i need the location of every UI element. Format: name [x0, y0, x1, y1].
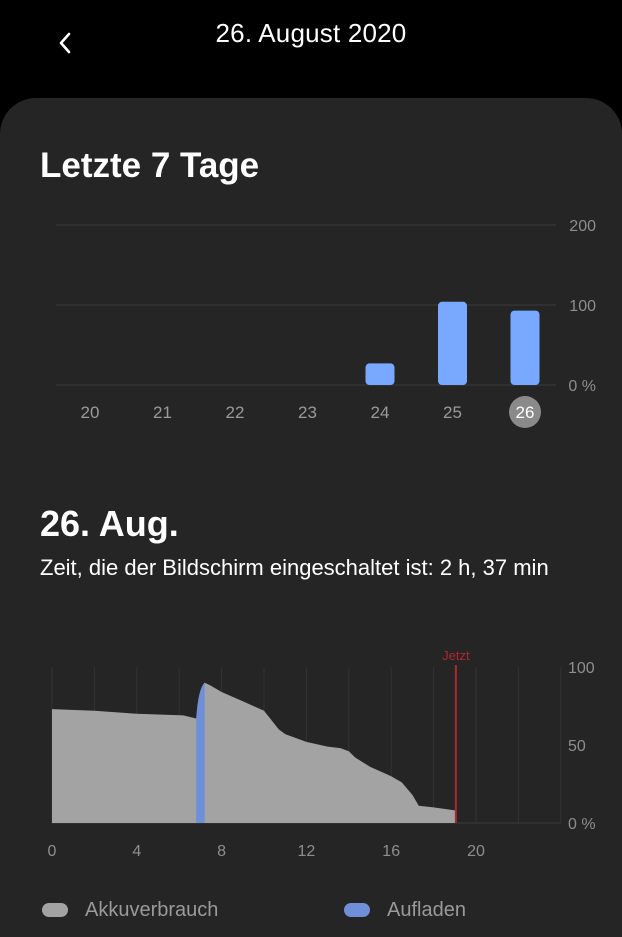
weekly-x-tick-label: 20 [81, 403, 100, 422]
daily-x-tick-label: 4 [132, 843, 141, 860]
legend-item-akkuverbrauch: Akkuverbrauch [42, 896, 218, 924]
daily-section-title: 26. Aug. [40, 503, 179, 544]
weekly-x-tick-label: 25 [443, 403, 462, 422]
weekly-x-tick-label: 26 [516, 403, 535, 422]
daily-y-tick-label: 0 % [568, 816, 596, 833]
weekly-y-tick-label: 0 % [568, 378, 596, 395]
weekly-bar-chart: 200 100 0 % 20 21 22 23 24 25 26 [56, 218, 596, 428]
daily-x-tick-label: 12 [298, 843, 316, 860]
daily-x-tick-label: 0 [48, 843, 57, 860]
weekly-bar [438, 301, 467, 385]
selected-day-highlight [509, 396, 541, 428]
legend-item-aufladen: Aufladen [344, 896, 466, 924]
daily-battery-chart: 100 50 0 % Jetzt 0 4 8 12 16 20 [48, 648, 596, 860]
weekly-x-tick-label: 21 [153, 403, 172, 422]
legend-label-akkuverbrauch: Akkuverbrauch [85, 898, 219, 921]
daily-y-tick-label: 50 [568, 738, 586, 755]
daily-x-tick-label: 20 [467, 843, 485, 860]
back-button[interactable] [46, 20, 86, 66]
weekly-bar [365, 363, 395, 385]
charging-area [196, 682, 205, 823]
legend-swatch-aufladen [344, 903, 370, 917]
weekly-x-tick-label: 24 [371, 403, 390, 422]
top-bar: 26. August 2020 [0, 0, 622, 98]
page-title: 26. August 2020 [215, 18, 407, 48]
daily-y-tick-label: 100 [568, 660, 595, 677]
chevron-left-icon [59, 32, 71, 54]
daily-x-tick-label: 16 [382, 843, 400, 860]
screen-time-text: Zeit, die der Bildschirm eingeschaltet i… [40, 555, 549, 580]
weekly-x-tick-label: 23 [298, 403, 317, 422]
weekly-y-tick-label: 200 [569, 218, 596, 235]
weekly-bar [510, 310, 540, 385]
weekly-y-tick-label: 100 [569, 298, 596, 315]
daily-x-tick-label: 8 [217, 843, 226, 860]
now-marker-label: Jetzt [442, 648, 470, 663]
battery-usage-area [52, 682, 456, 823]
weekly-x-tick-label: 22 [226, 403, 245, 422]
legend-label-aufladen: Aufladen [387, 898, 466, 921]
legend-swatch-akkuverbrauch [42, 903, 68, 917]
weekly-section-title: Letzte 7 Tage [40, 146, 260, 185]
